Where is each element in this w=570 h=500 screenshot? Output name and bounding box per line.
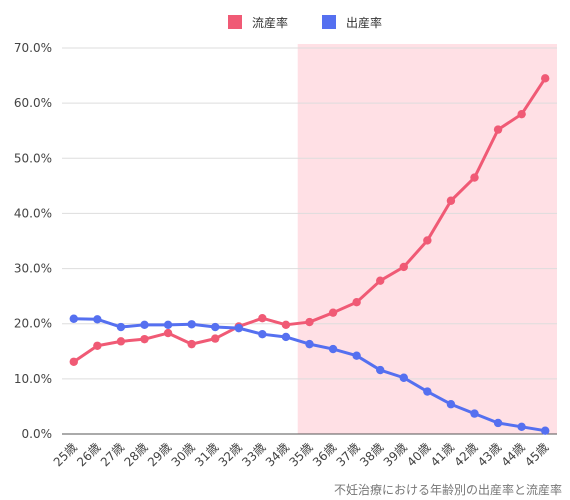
data-point: [493, 418, 503, 428]
data-point: [493, 125, 503, 134]
data-point: [211, 322, 220, 332]
y-axis-tick-labels: 0.0% 10.0% 20.0% 30.0% 40.0% 50.0% 60.0% 70.0%: [14, 41, 52, 441]
data-point: [116, 322, 126, 332]
x-tick-label: 38歳: [357, 440, 386, 469]
x-tick-label: 39歳: [381, 440, 410, 469]
x-tick-label: 33歳: [239, 440, 268, 469]
x-tick-label: 26歳: [74, 440, 103, 469]
x-tick-label: 34歳: [263, 440, 292, 469]
series-layer: [69, 74, 550, 435]
data-point: [234, 323, 243, 333]
data-point: [258, 329, 267, 339]
x-tick-label: 25歳: [51, 440, 80, 469]
data-point: [93, 315, 102, 324]
data-point: [69, 357, 78, 366]
y-tick-label: 70.0%: [14, 41, 52, 55]
x-tick-label: 45歳: [522, 440, 551, 469]
data-point: [541, 74, 550, 83]
data-point: [140, 320, 149, 330]
x-tick-label: 29歳: [145, 440, 174, 469]
data-point: [446, 196, 456, 205]
y-tick-label: 60.0%: [14, 96, 52, 110]
y-tick-label: 10.0%: [14, 372, 52, 386]
data-point: [305, 339, 314, 349]
data-point: [328, 308, 338, 317]
data-point: [399, 373, 408, 382]
data-point: [187, 339, 196, 349]
data-point: [69, 314, 78, 323]
data-point: [116, 337, 126, 346]
x-tick-label: 40歳: [404, 440, 433, 469]
data-point: [376, 365, 385, 375]
x-tick-label: 31歳: [192, 440, 221, 469]
x-tick-label: 37歳: [334, 440, 363, 469]
x-tick-label: 36歳: [310, 440, 339, 469]
y-tick-label: 30.0%: [14, 262, 52, 276]
data-point: [423, 387, 432, 396]
x-tick-label: 43歳: [475, 440, 504, 469]
data-point: [470, 409, 479, 418]
data-point: [470, 173, 479, 182]
x-axis-tick-labels: 25歳26歳27歳28歳29歳30歳31歳32歳33歳34歳35歳36歳37歳3…: [51, 440, 552, 469]
data-point: [140, 334, 149, 344]
data-point: [211, 334, 220, 343]
data-point: [163, 328, 173, 338]
data-point: [517, 422, 526, 432]
y-tick-label: 50.0%: [14, 151, 52, 165]
x-tick-label: 42歳: [451, 440, 480, 469]
data-point: [281, 320, 291, 330]
chart-caption: 不妊治療における年齢別の出産率と流産率: [334, 482, 562, 497]
series-2: [69, 314, 550, 435]
x-tick-label: 27歳: [98, 440, 127, 469]
data-point: [328, 344, 338, 354]
data-point: [163, 320, 173, 330]
data-point: [187, 320, 196, 329]
x-tick-label: 30歳: [169, 440, 198, 469]
legend: 流産率 出産率: [228, 15, 382, 30]
data-point: [352, 298, 361, 307]
x-tick-label: 41歳: [428, 440, 457, 469]
data-point: [93, 341, 102, 350]
y-tick-label: 40.0%: [14, 206, 52, 220]
data-point: [376, 276, 385, 285]
data-point: [352, 351, 361, 360]
legend-label: 流産率: [252, 15, 288, 30]
y-tick-label: 20.0%: [14, 317, 52, 331]
legend-label: 出産率: [346, 15, 382, 30]
x-tick-label: 28歳: [121, 440, 150, 469]
data-point: [423, 236, 432, 245]
data-point: [446, 400, 456, 409]
data-point: [258, 314, 267, 323]
data-point: [517, 109, 526, 119]
x-tick-label: 44歳: [499, 440, 528, 469]
x-tick-label: 32歳: [216, 440, 245, 469]
data-point: [399, 262, 408, 272]
x-tick-label: 35歳: [286, 440, 315, 469]
legend-swatch: [228, 15, 242, 29]
data-point: [541, 426, 550, 435]
data-point: [281, 332, 291, 342]
data-point: [305, 317, 314, 327]
y-tick-label: 0.0%: [22, 427, 53, 441]
series-1: [69, 74, 550, 366]
legend-swatch: [322, 15, 336, 29]
